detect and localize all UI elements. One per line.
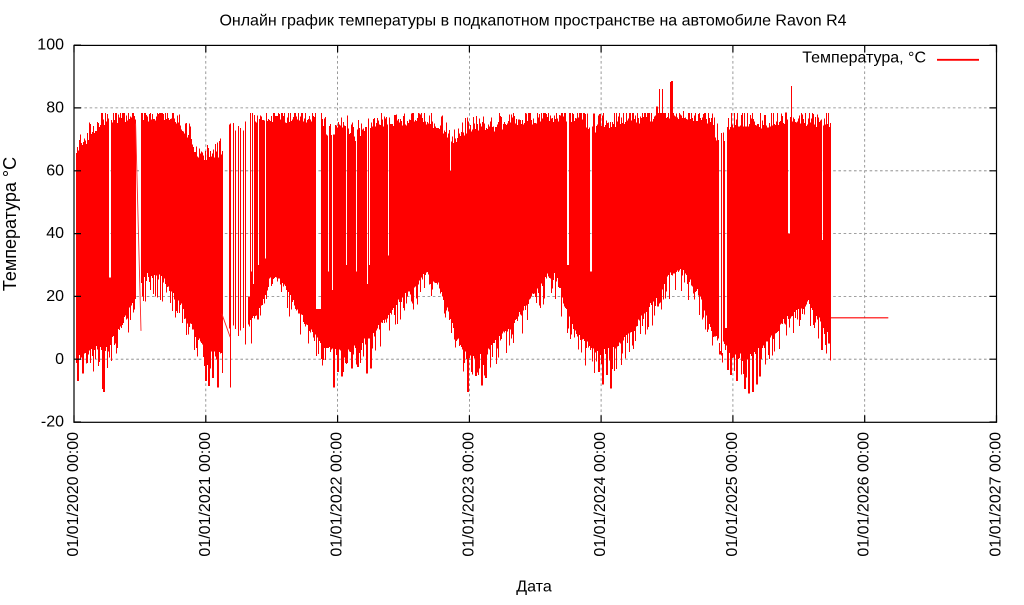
svg-text:Температура °C: Температура °C [0,157,20,291]
svg-text:01/01/2022 00:00: 01/01/2022 00:00 [329,432,346,557]
svg-text:0: 0 [55,351,64,368]
svg-text:40: 40 [46,225,64,242]
svg-text:01/01/2020 00:00: 01/01/2020 00:00 [65,432,82,557]
svg-text:100: 100 [37,37,64,54]
svg-text:01/01/2025 00:00: 01/01/2025 00:00 [724,432,741,557]
svg-text:01/01/2024 00:00: 01/01/2024 00:00 [592,432,609,557]
svg-text:Температура, °C: Температура, °C [802,50,926,67]
svg-text:20: 20 [46,288,64,305]
svg-text:Онлайн график температуры в по: Онлайн график температуры в подкапотном … [219,13,846,30]
svg-text:Дата: Дата [516,579,552,596]
svg-text:01/01/2026 00:00: 01/01/2026 00:00 [856,432,873,557]
svg-text:80: 80 [46,100,64,117]
svg-text:01/01/2027 00:00: 01/01/2027 00:00 [988,432,1005,557]
svg-text:-20: -20 [41,414,64,431]
svg-text:60: 60 [46,162,64,179]
svg-text:01/01/2021 00:00: 01/01/2021 00:00 [197,432,214,557]
svg-text:01/01/2023 00:00: 01/01/2023 00:00 [460,432,477,557]
